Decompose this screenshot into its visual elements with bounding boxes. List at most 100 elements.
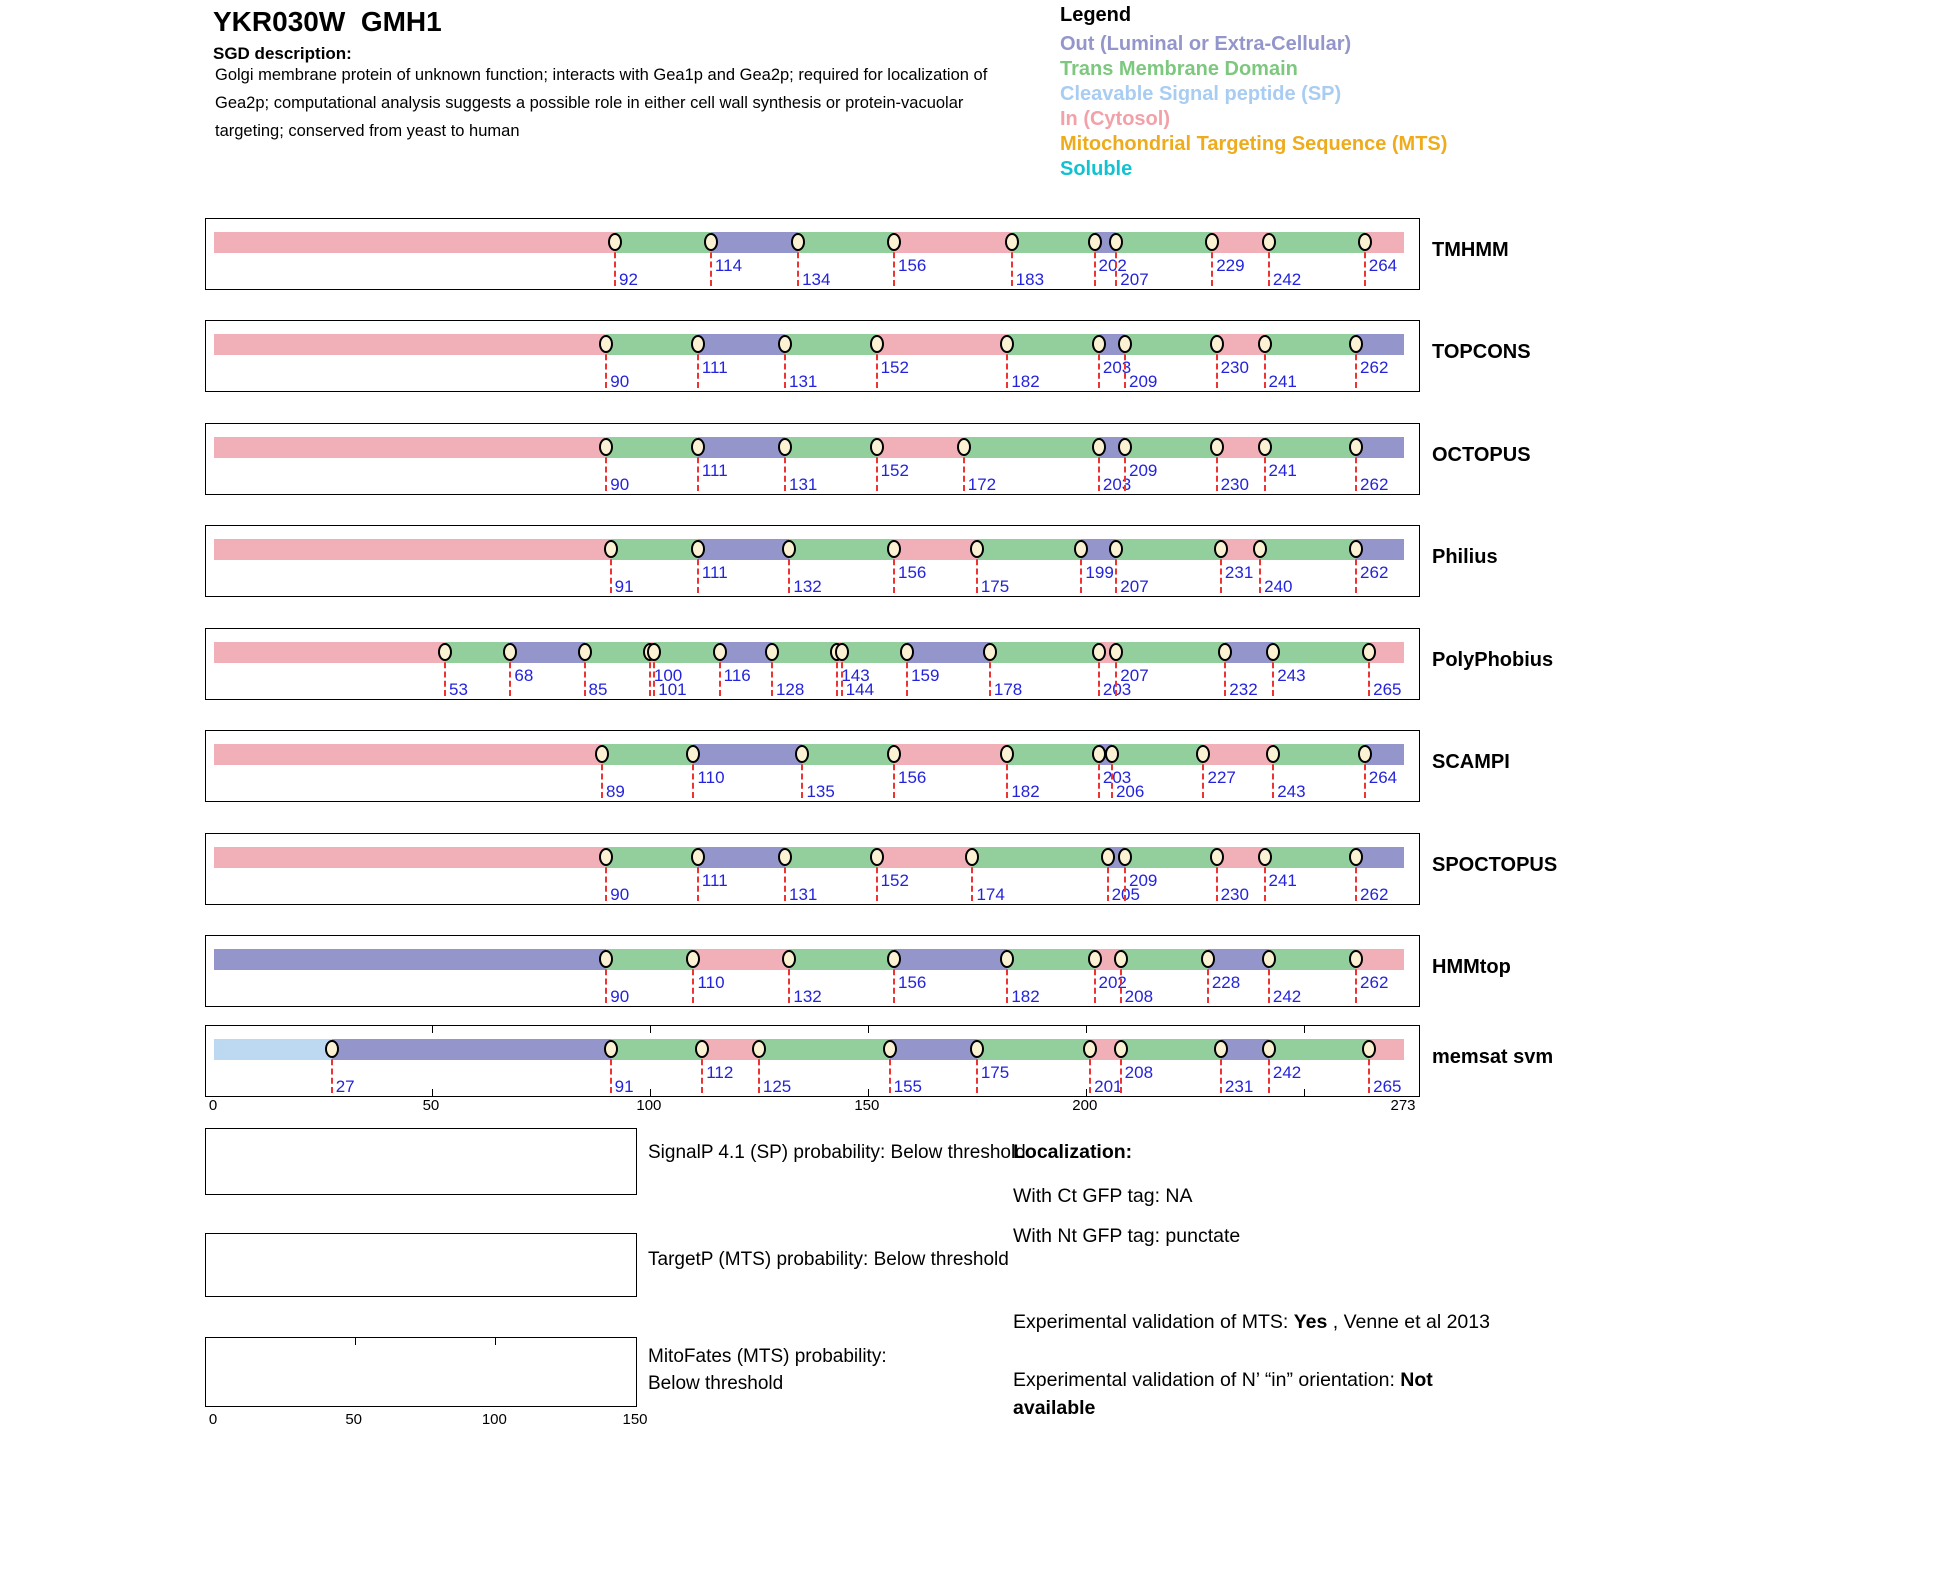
boundary-number: 243 (1277, 666, 1306, 685)
track-label-philius: Philius (1432, 546, 1498, 568)
boundary-dashed-line (770, 653, 773, 696)
axis-tick-label: 200 (1072, 1097, 1098, 1114)
segment-in (214, 642, 446, 663)
boundary-number: 262 (1360, 358, 1389, 377)
axis-tick (1303, 1089, 1305, 1096)
boundary-number: 152 (880, 871, 909, 890)
boundary-number: 264 (1368, 768, 1398, 787)
boundary-number: 229 (1216, 256, 1245, 275)
boundary-dashed-line (1089, 1050, 1092, 1093)
boundary-dashed-line (975, 1050, 978, 1093)
boundary-dashed-line (1106, 858, 1109, 901)
boundary-dashed-line (893, 550, 895, 593)
boundary-number: 262 (1360, 885, 1389, 904)
boundary-dashed-line (696, 345, 699, 388)
boundary-number: 230 (1220, 358, 1249, 377)
boundary-number: 144 (845, 680, 875, 699)
probability-panel-label-0: SignalP 4.1 (SP) probability: Below thre… (648, 1142, 1026, 1163)
boundary-dashed-line (1263, 858, 1266, 901)
track-label-octopus: OCTOPUS (1432, 444, 1531, 466)
boundary-marker (690, 540, 705, 558)
segment-out (697, 437, 786, 458)
segment-out (1225, 642, 1274, 663)
boundary-dashed-line (1119, 1050, 1122, 1093)
boundary-number: 114 (714, 256, 743, 275)
boundary-number: 262 (1360, 563, 1389, 582)
boundary-marker (703, 233, 718, 251)
boundary-marker (1000, 950, 1015, 968)
boundary-dashed-line (1267, 960, 1270, 1003)
boundary-dashed-line (1363, 243, 1366, 286)
boundary-dashed-line (648, 653, 651, 696)
boundary-marker (1074, 540, 1089, 558)
boundary-dashed-line (1267, 243, 1270, 286)
segment-tm (610, 539, 698, 560)
topology-bar (214, 437, 1404, 458)
segment-in (894, 232, 1012, 253)
boundary-number: 90 (610, 372, 630, 391)
segment-out (1081, 539, 1117, 560)
boundary-number: 209 (1129, 871, 1158, 890)
probability-panel-0 (205, 1128, 637, 1195)
boundary-dashed-line (609, 1050, 612, 1093)
boundary-number: 128 (775, 680, 805, 699)
boundary-dashed-line (757, 1050, 760, 1093)
boundary-number: 68 (514, 666, 534, 685)
boundary-marker (1113, 1040, 1128, 1058)
boundary-dashed-line (1097, 653, 1100, 696)
boundary-number: 111 (701, 871, 728, 890)
boundary-marker (778, 335, 793, 353)
boundary-dashed-line (893, 243, 895, 286)
axis-tick (1085, 1089, 1087, 1096)
boundary-dashed-line (1272, 653, 1275, 696)
segment-tm (1007, 949, 1095, 970)
boundary-dashed-line (1219, 1050, 1222, 1093)
boundary-dashed-line (1115, 653, 1118, 696)
boundary-marker (778, 848, 793, 866)
boundary-marker (795, 745, 810, 763)
boundary-marker (834, 643, 849, 661)
boundary-number: 90 (610, 987, 630, 1006)
boundary-marker (1253, 540, 1268, 558)
boundary-dashed-line (801, 755, 804, 798)
segment-out (1356, 847, 1404, 868)
segment-tm (785, 437, 877, 458)
segment-tm (963, 437, 1099, 458)
segment-in (1216, 437, 1265, 458)
panel-axis-tick-label: 0 (208, 1411, 218, 1428)
boundary-number: 111 (701, 358, 728, 377)
boundary-marker (965, 848, 980, 866)
segment-tm (976, 1039, 1091, 1060)
boundary-number: 207 (1120, 270, 1149, 289)
mts-validation-value: Yes (1293, 1311, 1328, 1333)
mts-validation-suffix: , Venne et al 2013 (1327, 1311, 1490, 1333)
boundary-number: 112 (706, 1063, 734, 1082)
boundary-marker (1109, 233, 1124, 251)
segment-in (214, 437, 607, 458)
boundary-marker (1349, 848, 1364, 866)
boundary-dashed-line (1263, 448, 1266, 491)
track-label-scampi: SCAMPI (1432, 751, 1510, 773)
boundary-marker (1087, 950, 1102, 968)
boundary-dashed-line (888, 1050, 891, 1093)
boundary-dashed-line (797, 243, 800, 286)
boundary-marker (1000, 335, 1015, 353)
boundary-dashed-line (1355, 960, 1358, 1003)
orientation-validation-line: Experimental validation of N’ “in” orien… (1013, 1366, 1465, 1422)
segment-out (214, 949, 607, 970)
boundary-number: 135 (806, 782, 835, 801)
boundary-dashed-line (701, 1050, 704, 1093)
boundary-dashed-line (1097, 345, 1100, 388)
legend-item-soluble: Soluble (1060, 158, 1133, 180)
track-label-spoctopus: SPOCTOPUS (1432, 854, 1558, 876)
axis-tick (649, 1026, 651, 1033)
boundary-dashed-line (696, 448, 699, 491)
boundary-dashed-line (840, 653, 843, 696)
boundary-marker (1257, 335, 1272, 353)
track-label-topcons: TOPCONS (1432, 341, 1531, 363)
boundary-marker (647, 643, 662, 661)
segment-out (719, 642, 772, 663)
segment-tm (606, 949, 694, 970)
segment-in (1203, 744, 1274, 765)
boundary-marker (1357, 233, 1372, 251)
